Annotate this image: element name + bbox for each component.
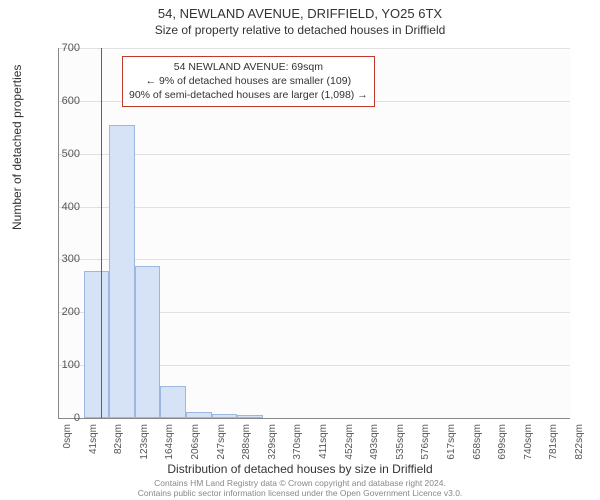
xtick-label: 0sqm	[62, 424, 73, 474]
info-box-line: 90% of semi-detached houses are larger (…	[129, 88, 368, 102]
xtick-label: 41sqm	[88, 424, 99, 474]
ytick-label: 100	[50, 359, 80, 371]
xtick-label: 164sqm	[164, 424, 175, 474]
ytick-label: 600	[50, 95, 80, 107]
page-title: 54, NEWLAND AVENUE, DRIFFIELD, YO25 6TX	[0, 0, 600, 21]
xtick-label: 617sqm	[446, 424, 457, 474]
chart-container: 54, NEWLAND AVENUE, DRIFFIELD, YO25 6TX …	[0, 0, 600, 500]
ytick-label: 500	[50, 148, 80, 160]
xtick-label: 658sqm	[472, 424, 483, 474]
xtick-label: 247sqm	[216, 424, 227, 474]
xtick-label: 452sqm	[344, 424, 355, 474]
y-axis-label: Number of detached properties	[10, 65, 24, 230]
gridline	[58, 207, 570, 208]
xtick-label: 535sqm	[395, 424, 406, 474]
histogram-bar	[109, 125, 135, 418]
plot-area: 54 NEWLAND AVENUE: 69sqm← 9% of detached…	[58, 48, 570, 418]
xtick-label: 411sqm	[318, 424, 329, 474]
histogram-bar	[160, 386, 186, 418]
info-box-line: ← 9% of detached houses are smaller (109…	[129, 74, 368, 88]
xtick-label: 288sqm	[241, 424, 252, 474]
info-box-line: 54 NEWLAND AVENUE: 69sqm	[129, 60, 368, 74]
histogram-bar	[84, 271, 110, 418]
histogram-bar	[186, 412, 212, 418]
ytick-label: 0	[50, 412, 80, 424]
gridline	[58, 48, 570, 49]
xtick-label: 370sqm	[292, 424, 303, 474]
page-subtitle: Size of property relative to detached ho…	[0, 21, 600, 37]
property-marker-line	[101, 48, 102, 418]
xtick-label: 82sqm	[113, 424, 124, 474]
histogram-bar	[212, 414, 238, 418]
ytick-label: 700	[50, 42, 80, 54]
info-box: 54 NEWLAND AVENUE: 69sqm← 9% of detached…	[122, 56, 375, 107]
footnote-line2: Contains public sector information licen…	[138, 488, 463, 498]
xtick-label: 206sqm	[190, 424, 201, 474]
xtick-label: 740sqm	[523, 424, 534, 474]
ytick-label: 200	[50, 306, 80, 318]
gridline	[58, 154, 570, 155]
footnote: Contains HM Land Registry data © Crown c…	[0, 479, 600, 498]
xtick-label: 123sqm	[139, 424, 150, 474]
x-axis	[58, 418, 570, 419]
gridline	[58, 259, 570, 260]
xtick-label: 493sqm	[369, 424, 380, 474]
histogram-bar	[135, 266, 161, 418]
plot: 54 NEWLAND AVENUE: 69sqm← 9% of detached…	[58, 48, 570, 418]
xtick-label: 822sqm	[574, 424, 585, 474]
xtick-label: 329sqm	[267, 424, 278, 474]
xtick-label: 576sqm	[420, 424, 431, 474]
histogram-bar	[237, 415, 263, 418]
xtick-label: 781sqm	[548, 424, 559, 474]
xtick-label: 699sqm	[497, 424, 508, 474]
ytick-label: 400	[50, 201, 80, 213]
ytick-label: 300	[50, 253, 80, 265]
